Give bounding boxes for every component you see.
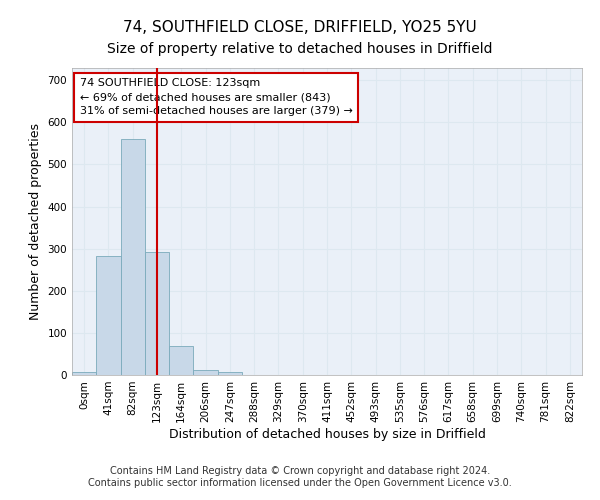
Bar xyxy=(96,256,121,375)
Bar xyxy=(121,139,145,375)
Bar xyxy=(193,370,218,375)
Text: Size of property relative to detached houses in Driffield: Size of property relative to detached ho… xyxy=(107,42,493,56)
Bar xyxy=(72,372,96,375)
Bar xyxy=(145,252,169,375)
Bar xyxy=(218,372,242,375)
X-axis label: Distribution of detached houses by size in Driffield: Distribution of detached houses by size … xyxy=(169,428,485,440)
Text: 74 SOUTHFIELD CLOSE: 123sqm
← 69% of detached houses are smaller (843)
31% of se: 74 SOUTHFIELD CLOSE: 123sqm ← 69% of det… xyxy=(80,78,353,116)
Text: 74, SOUTHFIELD CLOSE, DRIFFIELD, YO25 5YU: 74, SOUTHFIELD CLOSE, DRIFFIELD, YO25 5Y… xyxy=(123,20,477,35)
Text: Contains HM Land Registry data © Crown copyright and database right 2024.
Contai: Contains HM Land Registry data © Crown c… xyxy=(88,466,512,487)
Y-axis label: Number of detached properties: Number of detached properties xyxy=(29,122,42,320)
Bar xyxy=(169,346,193,375)
